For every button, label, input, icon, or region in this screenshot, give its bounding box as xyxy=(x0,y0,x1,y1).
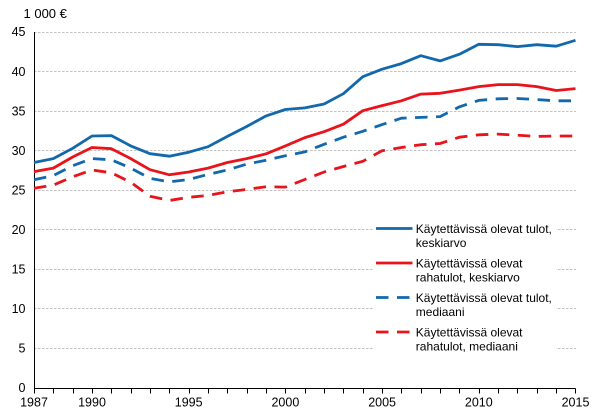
svg-text:2005: 2005 xyxy=(368,396,396,410)
svg-text:Käytettävissä olevat tulot,: Käytettävissä olevat tulot, xyxy=(416,291,552,305)
svg-text:10: 10 xyxy=(12,302,26,316)
svg-text:0: 0 xyxy=(19,381,26,395)
svg-text:45: 45 xyxy=(12,25,26,39)
svg-text:Käytettävissä olevat tulot,: Käytettävissä olevat tulot, xyxy=(416,222,552,236)
svg-text:Käytettävissä olevat: Käytettävissä olevat xyxy=(416,325,523,339)
svg-text:5: 5 xyxy=(19,342,26,356)
svg-text:40: 40 xyxy=(12,65,26,79)
svg-text:Käytettävissä olevat: Käytettävissä olevat xyxy=(416,256,523,270)
svg-text:35: 35 xyxy=(12,104,26,118)
svg-text:1995: 1995 xyxy=(175,396,203,410)
svg-text:1990: 1990 xyxy=(78,396,106,410)
svg-text:30: 30 xyxy=(12,144,26,158)
svg-text:2010: 2010 xyxy=(465,396,493,410)
svg-text:rahatulot, mediaani: rahatulot, mediaani xyxy=(416,340,518,354)
svg-text:keskiarvo: keskiarvo xyxy=(416,236,467,250)
svg-text:25: 25 xyxy=(12,183,26,197)
svg-text:1 000 €: 1 000 € xyxy=(24,6,68,21)
svg-text:rahatulot, keskiarvo: rahatulot, keskiarvo xyxy=(416,271,520,285)
svg-text:2015: 2015 xyxy=(562,396,590,410)
svg-text:15: 15 xyxy=(12,263,26,277)
svg-text:20: 20 xyxy=(12,223,26,237)
svg-text:mediaani: mediaani xyxy=(416,305,465,319)
svg-text:2000: 2000 xyxy=(271,396,299,410)
svg-text:1987: 1987 xyxy=(20,396,48,410)
